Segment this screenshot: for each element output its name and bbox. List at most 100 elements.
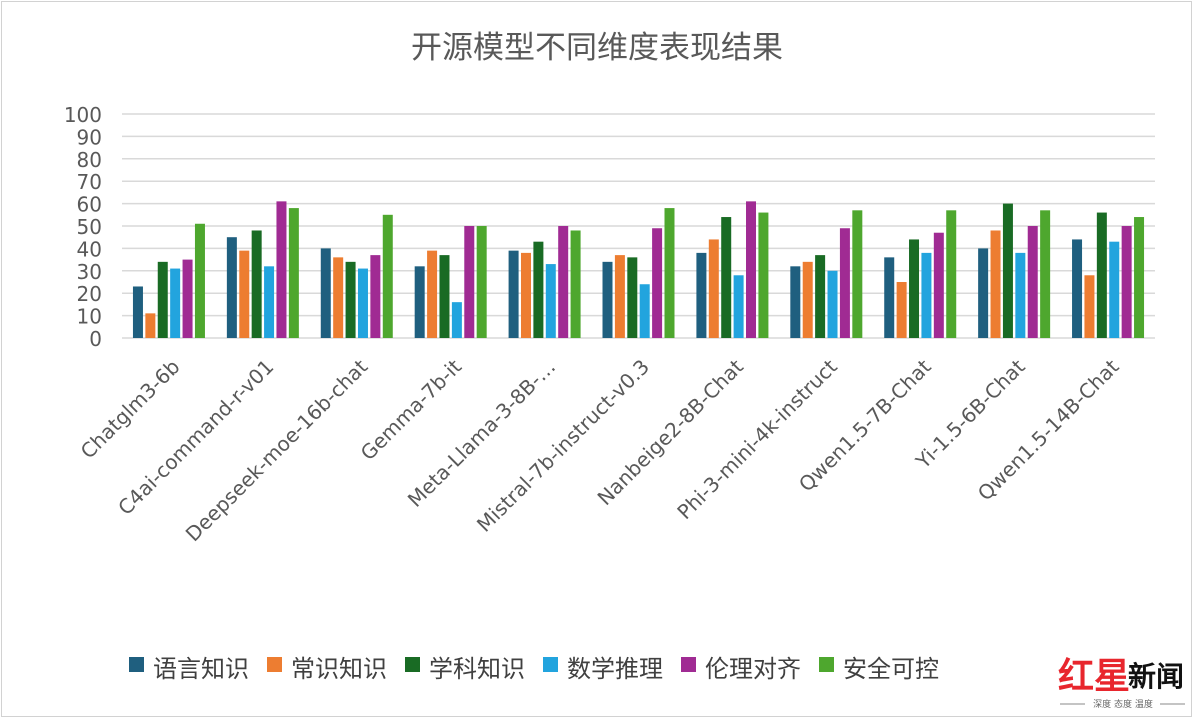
x-tick-label: C4ai-command-r-v01 [113, 355, 278, 520]
bar [627, 257, 638, 338]
legend-swatch [819, 657, 834, 672]
bar [288, 208, 299, 338]
y-tick-label: 90 [77, 125, 102, 149]
bar [614, 255, 625, 338]
legend-swatch [267, 657, 282, 672]
legend-swatch [129, 657, 144, 672]
bar [733, 275, 744, 338]
watermark-logo: 红星 新闻 深度 态度 温度 [1058, 655, 1185, 710]
bar [721, 217, 732, 338]
legend-label: 数学推理 [567, 655, 663, 683]
bar [320, 248, 331, 338]
y-tick-label: 60 [77, 193, 102, 217]
bar [827, 270, 838, 338]
watermark-slogan: 深度 态度 温度 [1093, 698, 1153, 710]
y-tick-label: 50 [77, 215, 102, 239]
bar [746, 201, 757, 338]
bar [333, 257, 344, 338]
bar [558, 226, 569, 338]
bar [1121, 226, 1132, 338]
bar [790, 266, 801, 338]
bar [276, 201, 287, 338]
bar [182, 259, 193, 338]
bar [909, 239, 920, 338]
bar [1002, 203, 1013, 338]
y-tick-label: 70 [77, 170, 102, 194]
bar [1027, 226, 1038, 338]
bar [758, 212, 769, 338]
bar [1072, 239, 1083, 338]
y-tick-label: 30 [77, 260, 102, 284]
bar [239, 250, 250, 338]
bar [533, 241, 544, 338]
bar [802, 261, 813, 338]
bar [708, 239, 719, 338]
bar [464, 226, 475, 338]
bar [664, 208, 675, 338]
bar [1040, 210, 1051, 338]
bar [884, 257, 895, 338]
legend-label: 语言知识 [153, 655, 249, 683]
bars [132, 201, 1145, 338]
bar [696, 252, 707, 338]
chart-title: 开源模型不同维度表现结果 [411, 30, 783, 66]
bar [345, 261, 356, 338]
x-tick-label: Deepseek-moe-16b-chat [181, 354, 373, 546]
bar [1109, 241, 1120, 338]
bar [570, 230, 581, 338]
legend-swatch [405, 657, 420, 672]
legend-label: 安全可控 [843, 655, 939, 683]
legend-label: 学科知识 [429, 655, 525, 683]
bar [602, 261, 613, 338]
bar [382, 214, 393, 338]
bar [132, 286, 143, 338]
bar [1134, 217, 1145, 338]
bar [451, 302, 462, 338]
bar [839, 228, 850, 338]
bar [990, 230, 1001, 338]
watermark-black-text: 新闻 [1128, 660, 1184, 693]
bar [476, 226, 487, 338]
bar [157, 261, 168, 338]
y-tick-label: 80 [77, 148, 102, 172]
legend-label: 伦理对齐 [705, 655, 801, 683]
bar [1096, 212, 1107, 338]
bar [170, 268, 181, 338]
bar [251, 230, 262, 338]
bar [414, 266, 425, 338]
x-tick-label: Phi-3-mini-4k-instruct [672, 354, 842, 524]
y-tick-label: 0 [89, 327, 102, 351]
bar [852, 210, 863, 338]
bar [427, 250, 438, 338]
bar [1015, 252, 1026, 338]
bar [508, 250, 519, 338]
x-axis-ticks: Chatglm3-6bC4ai-command-r-v01Deepseek-mo… [76, 354, 1124, 546]
legend-swatch [543, 657, 558, 672]
bar [652, 228, 663, 338]
bar [545, 264, 556, 338]
bar [194, 223, 205, 338]
legend-swatch [681, 657, 696, 672]
bar [978, 248, 989, 338]
bar [1084, 275, 1095, 338]
legend: 语言知识 常识知识 学科知识 数学推理 伦理对齐 安全可控 [129, 655, 939, 683]
bar [370, 255, 381, 338]
bar [639, 284, 650, 338]
bar [933, 232, 944, 338]
legend-label: 常识知识 [291, 655, 387, 683]
bar [145, 313, 156, 338]
y-tick-label: 40 [77, 237, 102, 261]
watermark-red-text: 红星 [1058, 655, 1130, 697]
y-tick-label: 10 [77, 305, 102, 329]
bar [357, 268, 368, 338]
bar [946, 210, 957, 338]
bar [439, 255, 450, 338]
bar [896, 282, 907, 338]
bar [264, 266, 275, 338]
bar [921, 252, 932, 338]
y-tick-label: 100 [64, 103, 102, 127]
y-tick-label: 20 [77, 282, 102, 306]
